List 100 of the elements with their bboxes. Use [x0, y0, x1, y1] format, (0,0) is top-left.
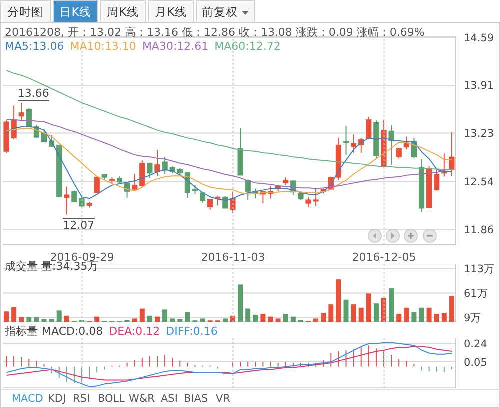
bar — [132, 318, 138, 322]
bar — [12, 307, 17, 322]
bar — [449, 296, 454, 322]
bar — [178, 319, 183, 322]
chart-title: 20161208, 开：13.02 高：13.16 低：12.86 收：13.08 涨跌：0.09 涨幅：0.69% — [5, 25, 425, 40]
text: ASI — [161, 393, 178, 405]
bar — [358, 308, 364, 322]
y-tick-label: 14.59 — [464, 32, 494, 44]
candlestick — [351, 134, 357, 154]
x-tick-label: 2016-12-05 — [352, 250, 416, 264]
bar — [268, 316, 274, 322]
candlestick — [132, 174, 138, 192]
text: DIFF:0.16 — [166, 325, 218, 338]
candlestick — [343, 126, 350, 156]
candlestick — [396, 148, 402, 160]
y-tick-label: 13.91 — [464, 80, 494, 92]
bar — [222, 318, 228, 322]
bar — [404, 308, 410, 322]
bar — [200, 318, 206, 322]
bar — [374, 304, 379, 322]
bar — [170, 318, 176, 322]
text: MA60:12.72 — [214, 40, 281, 53]
bar — [442, 313, 447, 322]
y-tick-label: 61万 — [464, 288, 488, 300]
text: RSI — [73, 393, 90, 405]
text: W&R — [129, 393, 155, 405]
y-tick-label: 113万 — [464, 263, 496, 276]
bar — [42, 319, 47, 322]
bar — [64, 316, 70, 322]
bar — [283, 314, 288, 322]
candlestick — [366, 116, 372, 140]
bar — [276, 318, 281, 322]
bar — [185, 312, 190, 322]
chart-title: 成交量 量:34.35万 — [5, 260, 99, 274]
bar — [396, 314, 402, 322]
text: 前复权 — [196, 0, 255, 22]
bar — [155, 316, 160, 322]
x-tick-label: 2016-11-03 — [201, 250, 266, 264]
chart-title: 指标量 — [5, 325, 38, 338]
candlestick — [449, 132, 455, 177]
bar — [140, 308, 145, 322]
text: 分时图 — [0, 0, 51, 22]
y-tick-label: 12.54 — [464, 176, 494, 188]
candlestick — [154, 150, 160, 177]
bar — [382, 298, 386, 322]
candlestick — [434, 168, 440, 192]
candlestick — [147, 162, 153, 179]
bar — [253, 314, 258, 322]
bar — [49, 319, 54, 322]
bar — [336, 280, 342, 322]
bar — [412, 312, 417, 322]
text: VR — [216, 393, 230, 405]
bar — [238, 284, 244, 322]
text: MACD:0.08 — [42, 325, 104, 338]
bar — [94, 316, 100, 322]
bar — [19, 317, 24, 322]
y-tick-label: 0.24 — [464, 338, 488, 350]
text: 日K线 — [53, 0, 98, 22]
bar — [351, 304, 356, 322]
annotation: 13.66 — [18, 87, 50, 102]
bar — [328, 304, 334, 322]
text: KDJ — [48, 393, 66, 405]
bar — [344, 300, 349, 322]
bar — [389, 288, 394, 322]
text: DEA:0.12 — [109, 325, 160, 338]
text: 月K线 — [148, 0, 194, 22]
bar — [34, 317, 40, 322]
bar — [290, 316, 296, 322]
line-series — [6, 346, 453, 381]
bar — [4, 312, 9, 322]
y-tick-label: 9万 — [464, 312, 482, 324]
bar — [419, 308, 424, 322]
text: MA5:13.06 — [5, 40, 64, 53]
bar — [321, 313, 326, 322]
line-series — [6, 342, 453, 388]
text: MA10:13.10 — [70, 40, 136, 53]
bar — [26, 317, 32, 322]
bar — [246, 308, 251, 322]
candlestick — [94, 176, 100, 194]
y-tick-label: 0.05 — [464, 356, 488, 369]
bar — [434, 314, 440, 322]
bar — [147, 316, 152, 322]
candlestick — [192, 184, 198, 195]
text: MACD — [12, 393, 44, 405]
bar — [162, 310, 168, 322]
y-tick-label: 13.23 — [464, 128, 494, 140]
candlestick — [18, 102, 24, 120]
text: BIAS — [184, 393, 208, 405]
bar — [426, 308, 432, 322]
text: MA30:12.61 — [142, 40, 209, 53]
text: BOLL — [98, 393, 125, 405]
candlestick — [162, 156, 168, 175]
bar — [366, 294, 372, 322]
annotation: 12.07 — [63, 218, 95, 232]
candlestick — [245, 179, 251, 201]
text: 周K线 — [100, 0, 146, 22]
y-tick-label: 11.86 — [464, 224, 494, 236]
bar — [56, 310, 62, 322]
candlestick — [208, 198, 214, 210]
bar — [314, 318, 319, 322]
